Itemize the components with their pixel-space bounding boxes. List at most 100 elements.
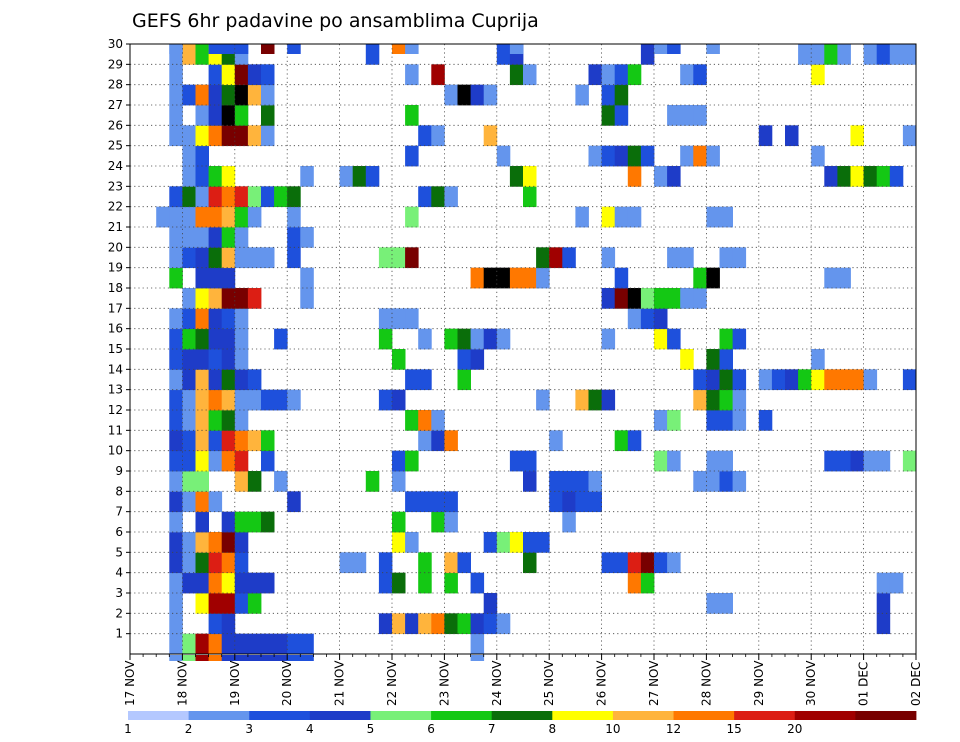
heatmap-cell: [470, 349, 485, 370]
heatmap-cell: [654, 552, 668, 574]
heatmap-cell: [169, 655, 183, 661]
x-tick-label: 27 NOV: [647, 660, 661, 706]
heatmap-cell: [850, 450, 864, 472]
heatmap-cell: [234, 247, 249, 269]
heatmap-cell: [562, 511, 576, 533]
heatmap-cell: [234, 389, 249, 411]
heatmap-cell: [195, 471, 209, 492]
heatmap-cell: [654, 288, 668, 309]
heatmap-cell: [195, 593, 209, 614]
heatmap-cell: [575, 389, 589, 411]
heatmap-cell: [654, 166, 668, 187]
heatmap-cell: [667, 450, 681, 472]
heatmap-cell: [156, 206, 170, 228]
heatmap-cell: [195, 389, 209, 411]
heatmap-cell: [182, 166, 196, 187]
legend-swatch: [431, 711, 493, 720]
heatmap-cell: [300, 166, 314, 187]
heatmap-cell: [706, 389, 720, 411]
heatmap-cell: [418, 410, 432, 431]
heatmap-cell: [247, 186, 262, 208]
heatmap-cell: [221, 349, 236, 370]
legend-label: 15: [727, 722, 742, 736]
heatmap-cell: [680, 145, 694, 167]
heatmap-cell: [392, 389, 406, 411]
heatmap-cell: [667, 410, 681, 431]
heatmap-cell: [182, 186, 196, 208]
heatmap-cell: [549, 247, 563, 269]
legend-swatch: [128, 711, 190, 720]
heatmap-cell: [195, 491, 209, 513]
heatmap-cell: [470, 633, 485, 655]
heatmap-cell: [195, 105, 209, 126]
heatmap-cell: [654, 450, 668, 472]
heatmap-cell: [287, 247, 301, 269]
heatmap-cell: [182, 44, 196, 65]
heatmap-cell: [405, 308, 419, 330]
heatmap-cell: [588, 491, 602, 513]
heatmap-cell: [444, 430, 458, 452]
heatmap-cell: [195, 227, 209, 248]
y-tick-label: 24: [108, 159, 123, 173]
heatmap-cell: [234, 125, 249, 147]
heatmap-cell: [405, 450, 419, 472]
heatmap-cell: [523, 532, 537, 553]
heatmap-cell: [457, 369, 471, 391]
heatmap-cell: [169, 328, 183, 350]
heatmap-cell: [627, 308, 642, 330]
heatmap-cell: [405, 613, 419, 635]
heatmap-cell: [208, 186, 223, 208]
y-axis: 1234567891011121314151617181920212223242…: [108, 37, 130, 641]
heatmap-cell: [431, 186, 445, 208]
heatmap-cell: [418, 328, 432, 350]
heatmap-cell: [483, 125, 498, 147]
heatmap-cell: [680, 247, 694, 269]
heatmap-cell: [261, 450, 275, 472]
heatmap-cell: [496, 532, 511, 553]
heatmap-cell: [588, 389, 602, 411]
heatmap-cell: [208, 227, 223, 248]
heatmap-cell: [169, 206, 183, 228]
y-tick-label: 29: [108, 57, 123, 71]
heatmap-cell: [221, 105, 236, 126]
y-tick-label: 21: [108, 220, 123, 234]
heatmap-cell: [811, 44, 825, 65]
y-tick-label: 27: [108, 98, 123, 112]
heatmap-cell: [261, 44, 275, 54]
heatmap-cell: [627, 288, 642, 309]
heatmap-cell: [208, 105, 223, 126]
heatmap-cell: [824, 166, 838, 187]
heatmap-cell: [431, 491, 445, 513]
heatmap-cell: [876, 572, 891, 594]
heatmap-cell: [221, 44, 236, 54]
heatmap-cell: [601, 247, 616, 269]
heatmap-cell: [247, 206, 262, 228]
heatmap-cell: [509, 267, 524, 289]
heatmap-cell: [496, 145, 511, 167]
heatmap-cell: [405, 206, 419, 228]
heatmap-cell: [444, 511, 458, 533]
heatmap-cell: [221, 593, 236, 614]
heatmap-cell: [523, 552, 537, 574]
heatmap-cell: [234, 511, 249, 533]
heatmap-cell: [195, 308, 209, 330]
heatmap-cell: [169, 430, 183, 452]
heatmap-cell: [169, 532, 183, 553]
x-axis: 17 NOV 18 NOV 19 NOV 20 NOV 21 NOV 22 NOV 23 N…: [123, 654, 923, 706]
heatmap-cell: [208, 369, 223, 391]
heatmap-cell: [640, 552, 655, 574]
legend-swatch: [612, 711, 674, 720]
heatmap-cell: [693, 105, 707, 126]
heatmap-cell: [392, 247, 406, 269]
heatmap-cell: [182, 633, 196, 655]
heatmap-cell: [405, 410, 419, 431]
heatmap-cell: [247, 389, 262, 411]
legend-label: 10: [605, 722, 620, 736]
heatmap-cell: [418, 430, 432, 452]
heatmap-cell: [627, 572, 642, 594]
heatmap-cell: [169, 389, 183, 411]
heatmap-cell: [614, 206, 629, 228]
heatmap-cell: [405, 532, 419, 553]
heatmap-cell: [247, 247, 262, 269]
heatmap-cell: [221, 613, 236, 635]
